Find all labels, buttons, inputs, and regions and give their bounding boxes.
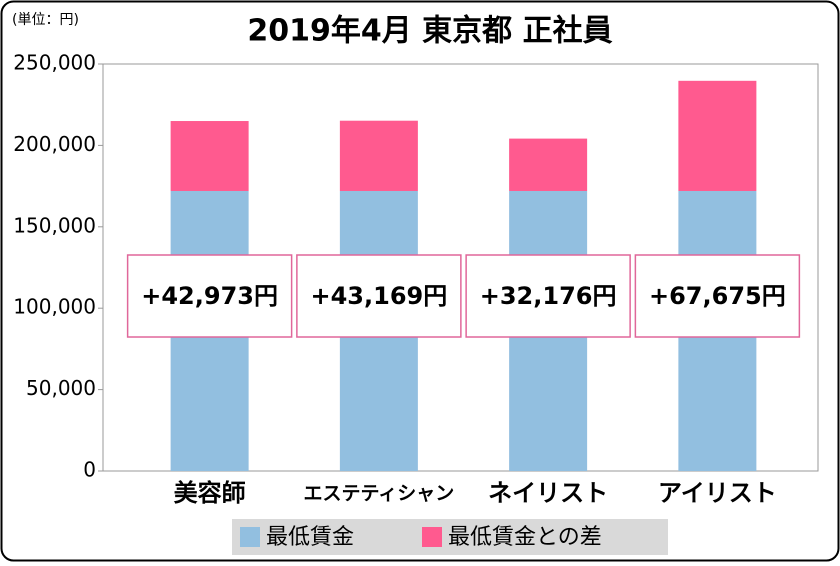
bar-segment — [339, 120, 418, 191]
value-label: +67,675円 — [649, 282, 786, 310]
value-label-box — [296, 254, 462, 338]
bar-segment — [678, 80, 757, 191]
value-label-box — [126, 254, 293, 338]
plot-frame — [102, 63, 819, 472]
legend — [232, 519, 668, 555]
y-tick-label: 250,000 — [13, 51, 96, 75]
bar-segment — [509, 138, 588, 191]
legend-label: 最低賃金との差 — [448, 525, 602, 550]
y-tick-label: 100,000 — [13, 295, 96, 319]
legend-label: 最低賃金 — [266, 525, 354, 550]
chart-title: 2019年4月 東京都 正社員 — [247, 14, 612, 49]
value-label: +43,169円 — [311, 282, 448, 310]
value-label-box — [465, 254, 631, 338]
value-label: +42,973円 — [141, 282, 278, 310]
x-tick-label: ネイリスト — [488, 479, 608, 507]
unit-label: (単位：円) — [12, 12, 79, 28]
legend-swatch — [240, 527, 260, 547]
y-tick-label: 50,000 — [26, 376, 96, 400]
x-tick-label: 美容師 — [174, 479, 246, 507]
value-label: +32,176円 — [480, 282, 617, 310]
y-tick-label: 150,000 — [13, 213, 96, 237]
x-tick-label: アイリスト — [658, 479, 777, 507]
y-tick-label: 200,000 — [13, 132, 96, 156]
x-tick-label: エステティシャン — [303, 483, 454, 505]
bar-segment — [170, 121, 249, 191]
value-label-box — [634, 254, 801, 338]
legend-swatch — [422, 527, 442, 547]
y-tick-label: 0 — [83, 458, 96, 482]
